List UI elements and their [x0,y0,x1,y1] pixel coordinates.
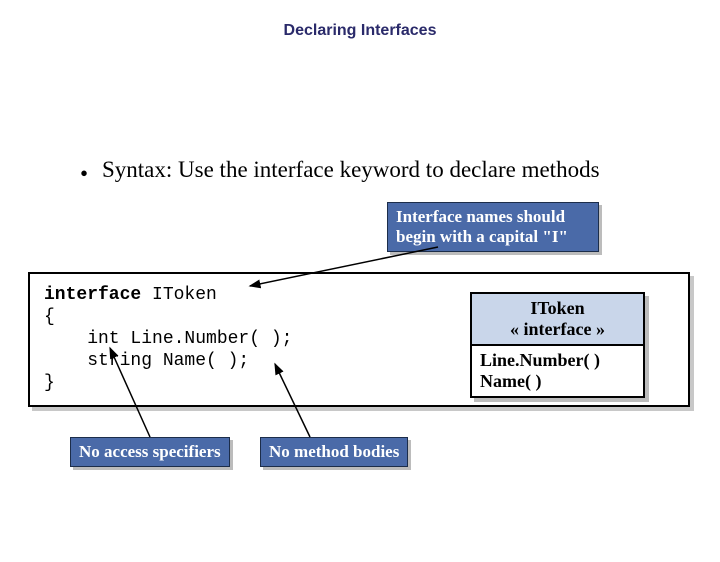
callout-no-bodies: No method bodies [260,437,408,467]
bullet-glyph: • [80,161,88,187]
callout-no-access: No access specifiers [70,437,230,467]
code-line2: string Name( ); [44,351,249,371]
code-line1: int Line.Number( ); [44,329,292,349]
callout-naming-line2: begin with a capital "I" [396,227,590,247]
uml-methods: Line.Number( ) Name( ) [472,346,643,396]
uml-method2: Name( ) [480,371,635,392]
code-close-brace: } [44,373,55,393]
callout-naming: Interface names should begin with a capi… [387,202,599,252]
uml-box: IToken « interface » Line.Number( ) Name… [470,292,645,398]
bullet-item: • Syntax: Use the interface keyword to d… [80,157,640,183]
uml-name: IToken [478,298,637,319]
uml-method1: Line.Number( ) [480,350,635,371]
callout-naming-line1: Interface names should [396,207,590,227]
code-open-brace: { [44,307,55,327]
page-title: Declaring Interfaces [0,22,720,40]
uml-header: IToken « interface » [472,294,643,346]
code-keyword: interface [44,285,141,305]
uml-stereotype: « interface » [478,319,637,340]
bullet-text: Syntax: Use the interface keyword to dec… [102,157,640,183]
code-interface-name: IToken [152,285,217,305]
